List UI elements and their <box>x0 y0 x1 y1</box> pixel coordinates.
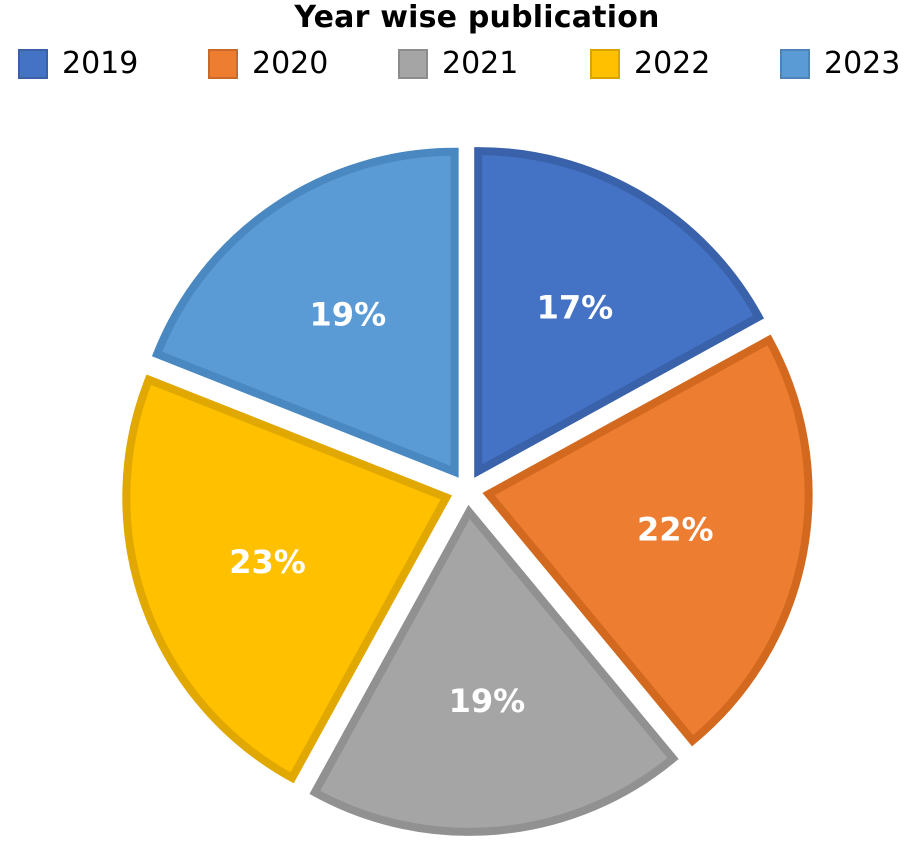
slice-label-2023: 19% <box>310 296 387 334</box>
legend-item-2022: 2022 <box>590 44 710 84</box>
slice-label-2019: 17% <box>537 289 614 327</box>
legend-item-2020: 2020 <box>208 44 328 84</box>
legend-label: 2021 <box>442 46 519 81</box>
legend-label: 2020 <box>252 46 329 81</box>
legend-swatch <box>398 49 428 79</box>
legend-swatch <box>208 49 238 79</box>
slice-label-2021: 19% <box>449 682 526 720</box>
pie-slice-2019 <box>474 147 765 478</box>
legend: 2019 2020 2021 2022 2023 <box>0 44 914 84</box>
chart-title: Year wise publication <box>294 0 660 35</box>
legend-swatch <box>590 49 620 79</box>
legend-label: 2019 <box>62 46 139 81</box>
pie-slice-2023 <box>151 147 459 478</box>
legend-item-2023: 2023 <box>780 44 900 84</box>
legend-swatch <box>780 49 810 79</box>
legend-label: 2023 <box>824 46 901 81</box>
pie-slice-2021 <box>309 504 679 836</box>
pie-slice-2020 <box>482 334 813 747</box>
slice-label-2020: 22% <box>637 511 714 549</box>
legend-item-2021: 2021 <box>398 44 518 84</box>
legend-swatch <box>18 49 48 79</box>
legend-item-2019: 2019 <box>18 44 138 84</box>
legend-label: 2022 <box>634 46 711 81</box>
pie-slice-2022 <box>122 374 452 784</box>
slice-label-2022: 23% <box>229 543 306 581</box>
